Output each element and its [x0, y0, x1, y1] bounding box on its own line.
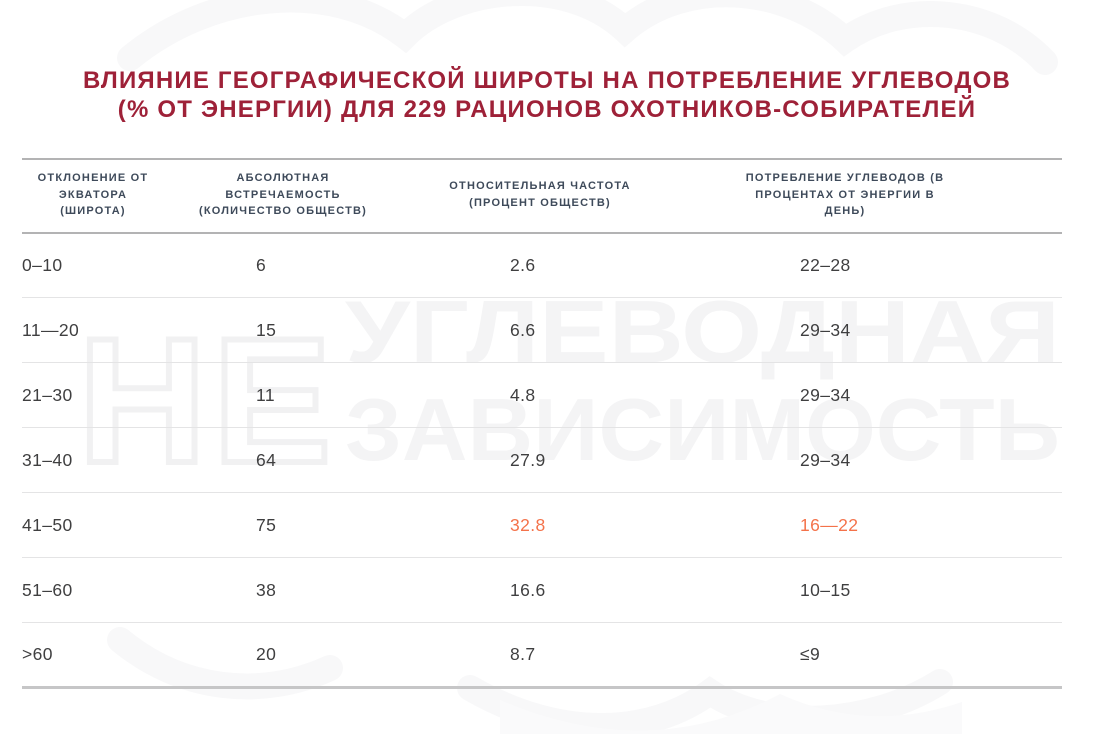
- table-row: 11—20 15 6.6 29–34: [22, 298, 1062, 363]
- table-cell: 21–30: [22, 384, 73, 405]
- table-cell: 2.6: [510, 254, 536, 275]
- table-row: 31–40 64 27.9 29–34: [22, 428, 1062, 493]
- table-cell: ≤9: [800, 644, 821, 664]
- table-cell: 10–15: [800, 579, 851, 600]
- table-cell: 64: [256, 449, 277, 470]
- table-cell: 11—20: [22, 319, 80, 340]
- table-cell: 8.7: [510, 644, 536, 664]
- column-header-relative-frequency: ОТНОСИТЕЛЬНАЯ ЧАСТОТА (ПРОЦЕНТ ОБЩЕСТВ): [449, 180, 631, 209]
- table-cell: 29–34: [800, 449, 851, 470]
- table-row: 51–60 38 16.6 10–15: [22, 558, 1062, 623]
- table-cell: 41–50: [22, 514, 73, 535]
- table-cell: 15: [256, 319, 277, 340]
- table-cell: 29–34: [800, 384, 851, 405]
- page-title-line-1: ВЛИЯНИЕ ГЕОГРАФИЧЕСКОЙ ШИРОТЫ НА ПОТРЕБЛ…: [82, 67, 1012, 94]
- column-header-absolute-frequency: АБСОЛЮТНАЯ ВСТРЕЧАЕМОСТЬ (КОЛИЧЕСТВО ОБЩ…: [198, 172, 368, 217]
- table-cell: 4.8: [510, 384, 536, 405]
- table-cell: 6.6: [510, 319, 536, 340]
- header-row: ОТКЛОНЕНИЕ ОТ ЭКВАТОРА (ШИРОТА) АБСОЛЮТН…: [22, 159, 1062, 233]
- table-cell: 16.6: [510, 579, 546, 600]
- data-table-container: ОТКЛОНЕНИЕ ОТ ЭКВАТОРА (ШИРОТА) АБСОЛЮТН…: [22, 158, 1062, 689]
- table-cell: 75: [256, 514, 277, 535]
- brain-blob-bottom: [500, 694, 962, 734]
- column-header-carb-intake: ПОТРЕБЛЕНИЕ УГЛЕВОДОВ (В ПРОЦЕНТАХ ОТ ЭН…: [745, 172, 945, 217]
- table-cell: 27.9: [510, 449, 546, 470]
- table-cell-highlighted: 16—22: [800, 514, 859, 535]
- table-cell: 31–40: [22, 449, 73, 470]
- table-row: 21–30 11 4.8 29–34: [22, 363, 1062, 428]
- page-title-line-2: (% ОТ ЭНЕРГИИ) ДЛЯ 229 РАЦИОНОВ ОХОТНИКО…: [117, 96, 977, 123]
- table-cell: >60: [22, 644, 53, 664]
- table-cell: 0–10: [22, 254, 63, 275]
- table-cell: 51–60: [22, 579, 73, 600]
- table-cell: 38: [256, 579, 277, 600]
- data-table: ОТКЛОНЕНИЕ ОТ ЭКВАТОРА (ШИРОТА) АБСОЛЮТН…: [22, 158, 1062, 689]
- table-cell: 22–28: [800, 254, 851, 275]
- column-header-latitude: ОТКЛОНЕНИЕ ОТ ЭКВАТОРА (ШИРОТА): [37, 172, 149, 217]
- table-cell: 29–34: [800, 319, 851, 340]
- table-cell: 20: [256, 644, 277, 664]
- table-row: >60 20 8.7 ≤9: [22, 623, 1062, 688]
- brain-curve-top: [117, 0, 1058, 75]
- table-cell: 11: [256, 384, 275, 405]
- table-row-highlighted: 41–50 75 32.8 16—22: [22, 493, 1062, 558]
- table-row: 0–10 6 2.6 22–28: [22, 233, 1062, 298]
- page-title: ВЛИЯНИЕ ГЕОГРАФИЧЕСКОЙ ШИРОТЫ НА ПОТРЕБЛ…: [0, 66, 1094, 124]
- table-cell-highlighted: 32.8: [510, 514, 546, 535]
- table-cell: 6: [256, 254, 267, 275]
